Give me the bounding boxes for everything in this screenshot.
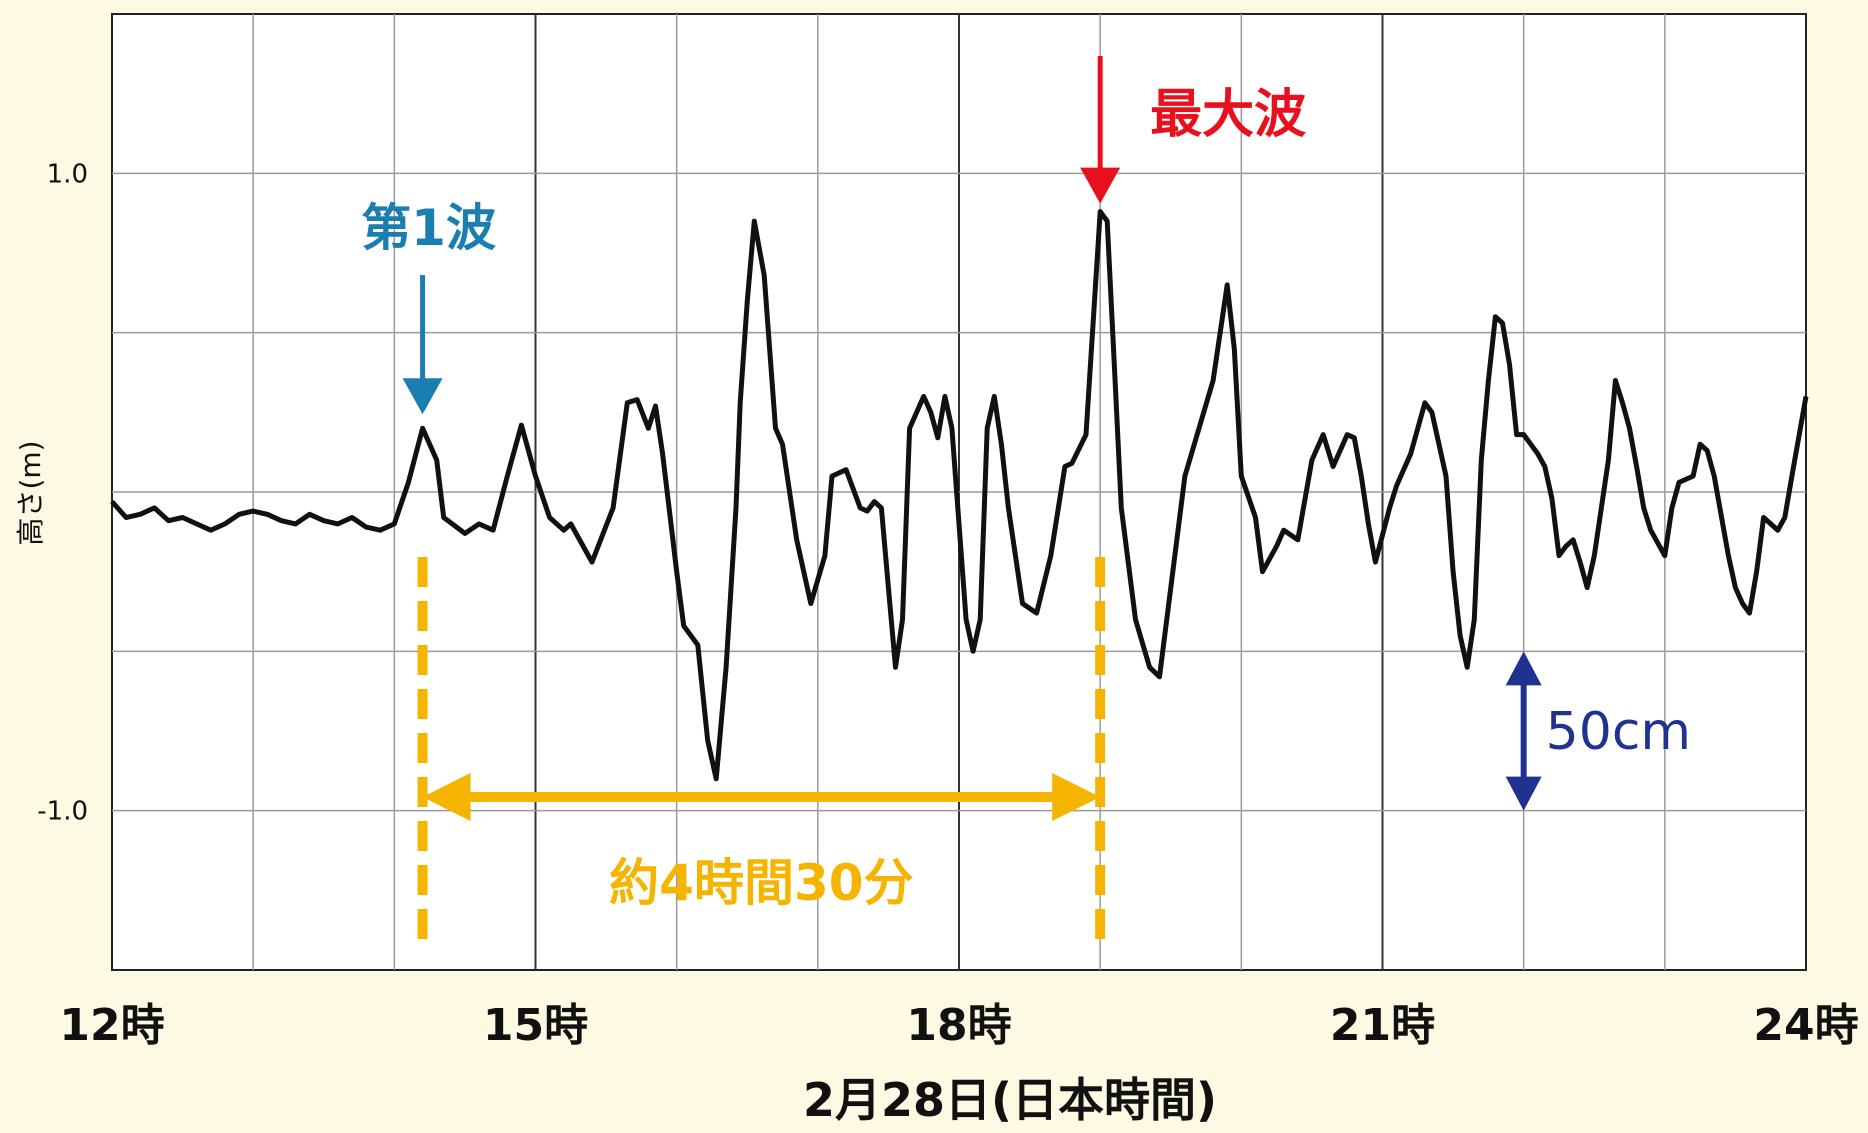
x-axis-label: 2月28日(日本時間) bbox=[803, 1073, 1217, 1127]
series-line bbox=[110, 209, 1809, 782]
first-wave-label: 第1波 bbox=[361, 199, 496, 257]
first-wave-arrow-head bbox=[402, 378, 443, 415]
x-tick-label: 24時 bbox=[1753, 1000, 1858, 1051]
interval-arrow-head-left bbox=[422, 773, 471, 821]
x-tick-label: 15時 bbox=[483, 1000, 588, 1051]
x-tick-label: 18時 bbox=[906, 1000, 1011, 1051]
x-tick-label: 12時 bbox=[59, 1000, 164, 1051]
x-tick-label: 21時 bbox=[1330, 1000, 1435, 1051]
y-tick-label: 1.0 bbox=[47, 159, 88, 189]
max-wave-arrow-head bbox=[1080, 167, 1121, 204]
scale-arrow-head-up bbox=[1505, 651, 1542, 686]
scale-arrow-head-down bbox=[1505, 776, 1542, 811]
interval-arrow-head-right bbox=[1052, 773, 1101, 821]
max-wave-label: 最大波 bbox=[1150, 85, 1306, 145]
axis-ticks: 12時 15時 18時 21時 24時 1.0 -1.0 bbox=[37, 159, 1858, 1051]
series-layer bbox=[110, 209, 1809, 782]
scale-label: 50cm bbox=[1546, 702, 1691, 762]
interval-label: 約4時間30分 bbox=[609, 854, 913, 912]
y-tick-label: -1.0 bbox=[37, 797, 88, 827]
y-axis-label: 高さ(m) bbox=[14, 440, 47, 545]
